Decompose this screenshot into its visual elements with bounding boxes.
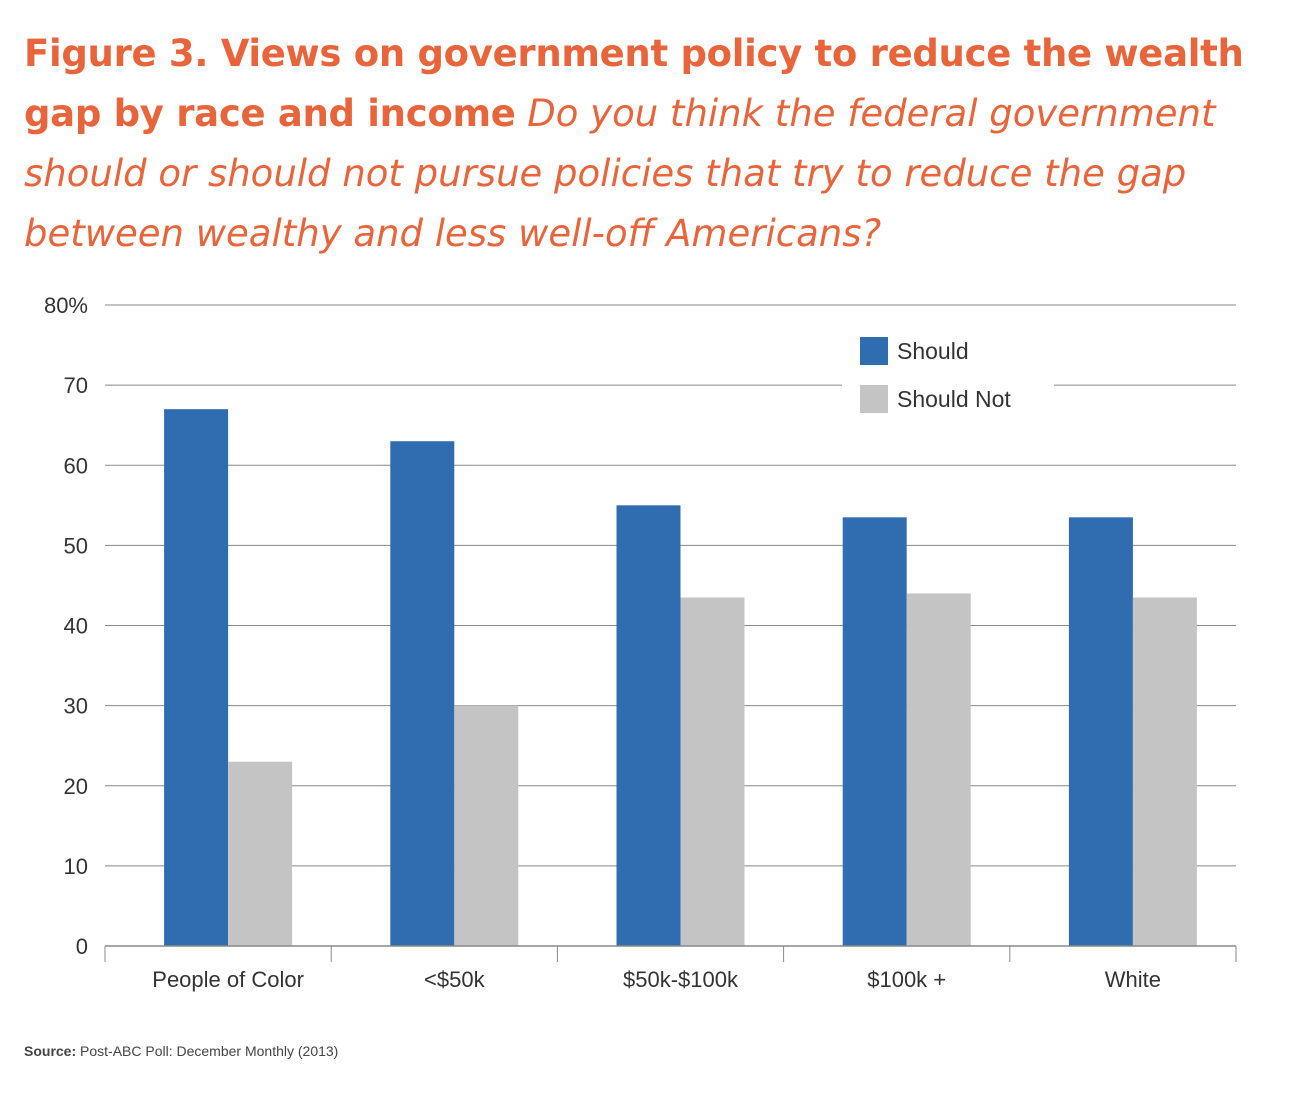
chart-title: Figure 3. Views on government policy to … bbox=[24, 32, 1244, 135]
legend-label: Should bbox=[897, 338, 969, 364]
y-tick-label: 50 bbox=[64, 533, 88, 558]
bar-should bbox=[1068, 517, 1133, 946]
bar-should-not bbox=[454, 705, 519, 946]
bar-should-not bbox=[906, 593, 971, 946]
x-tick-label: $100k + bbox=[867, 967, 946, 992]
bar-should bbox=[616, 505, 681, 946]
y-tick-label: 20 bbox=[64, 774, 88, 799]
bar-should bbox=[164, 409, 229, 947]
chart-heading: Figure 3. Views on government policy to … bbox=[24, 24, 1254, 264]
y-tick-label: 40 bbox=[64, 614, 88, 639]
x-tick-label: White bbox=[1105, 967, 1161, 992]
y-tick-label: 60 bbox=[64, 453, 88, 478]
legend-label: Should Not bbox=[897, 386, 1011, 412]
x-axis: People of Color <$50k $50k-$100k $100k + Whi… bbox=[104, 945, 1237, 992]
bar-should bbox=[390, 441, 455, 946]
y-tick-label: 10 bbox=[64, 854, 88, 879]
legend: Should Should Not bbox=[842, 332, 1054, 424]
legend-swatch bbox=[860, 385, 888, 413]
x-tick-label: $50k-$100k bbox=[623, 967, 739, 992]
y-tick-label: 0 bbox=[76, 934, 88, 959]
y-tick-label: 70 bbox=[64, 373, 88, 398]
x-tick-label: People of Color bbox=[152, 967, 304, 992]
bars bbox=[164, 409, 1197, 947]
bar-should-not bbox=[1132, 597, 1197, 946]
legend-swatch bbox=[860, 337, 888, 365]
bar-chart: 0 10 20 30 40 50 60 70 80% People of Color <$50k $… bbox=[44, 293, 1237, 992]
source-text: Post-ABC Poll: December Monthly (2013) bbox=[80, 1043, 339, 1059]
y-tick-label: 80% bbox=[44, 293, 88, 318]
bar-should-not bbox=[228, 761, 293, 946]
x-tick-label: <$50k bbox=[424, 967, 486, 992]
source-note: Source: Post-ABC Poll: December Monthly … bbox=[24, 1043, 338, 1059]
y-tick-label: 30 bbox=[64, 694, 88, 719]
bar-should-not bbox=[680, 597, 745, 946]
source-label: Source: bbox=[24, 1043, 77, 1059]
bar-should bbox=[842, 517, 907, 946]
y-axis-labels: 0 10 20 30 40 50 60 70 80% bbox=[44, 293, 88, 959]
chart-question: Do you think the federal government shou… bbox=[24, 92, 1216, 255]
